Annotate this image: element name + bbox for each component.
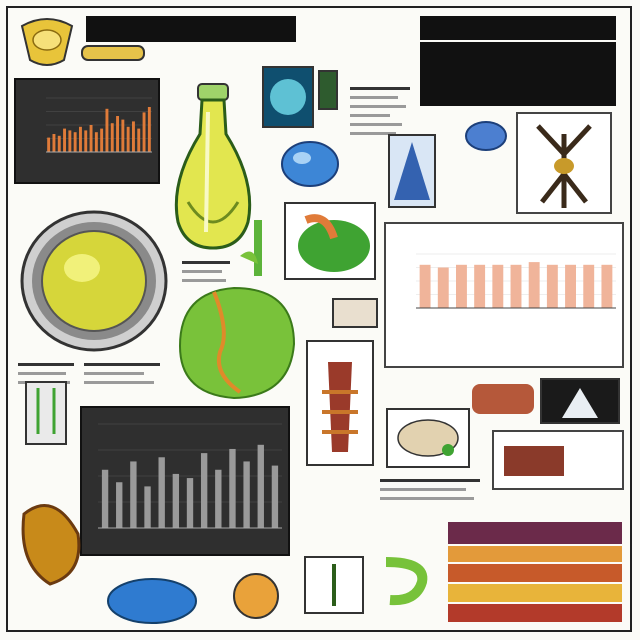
chart-right-panel: [384, 222, 624, 368]
bar: [137, 128, 141, 152]
bar: [215, 469, 222, 528]
bar: [474, 264, 486, 308]
bar: [147, 107, 151, 152]
lemon-slice-icon: [20, 18, 74, 66]
bar: [243, 461, 250, 528]
bar: [131, 121, 135, 152]
flask-icon: [174, 83, 252, 250]
bar: [142, 112, 146, 152]
leaf-icon: [178, 286, 296, 400]
chart-top-left-panel: [14, 78, 160, 184]
bar: [492, 264, 504, 308]
chart-top-left: [46, 97, 152, 153]
photo-striped-panel: [492, 430, 624, 490]
specimen-strip: [472, 384, 534, 414]
bar: [57, 135, 61, 152]
chart-bottom: [98, 423, 282, 529]
bar: [437, 267, 449, 308]
cell-sphere-icon: [281, 141, 339, 187]
bar: [229, 448, 236, 528]
bar: [271, 465, 279, 528]
bar: [419, 264, 431, 308]
bar: [565, 264, 576, 308]
photo-small-green: [318, 70, 338, 110]
bar: [121, 119, 125, 152]
bar: [116, 116, 120, 152]
bar: [100, 128, 104, 152]
bar: [47, 137, 51, 152]
text-snippet-middle: [182, 258, 232, 285]
bar: [101, 469, 109, 528]
tube-icon: [81, 45, 145, 61]
bar: [63, 128, 67, 152]
bar: [89, 125, 93, 152]
bar: [130, 461, 137, 528]
specimen-icon: [322, 362, 358, 452]
bar: [116, 482, 123, 528]
blue-specimen-icon: [107, 578, 197, 624]
chart-right: [416, 253, 616, 309]
text-column-right: [380, 476, 484, 503]
sprout-icon: [240, 220, 262, 276]
bar: [186, 478, 194, 528]
photo-cells: [262, 66, 314, 128]
bar: [158, 457, 165, 528]
bar: [200, 453, 208, 528]
bar: [546, 264, 558, 308]
bar: [84, 130, 88, 152]
bar: [528, 262, 540, 308]
bar: [78, 126, 82, 152]
top-left-banner: [86, 16, 296, 42]
photo-blue-specimen: [388, 134, 436, 208]
leaf-photo-panel: [284, 202, 376, 280]
photo-specimen-tan: [332, 298, 378, 328]
bar: [68, 130, 72, 152]
bar: [126, 126, 130, 152]
lens-icon: [20, 210, 168, 352]
collage-border: [6, 6, 632, 632]
flower-icon: [233, 573, 279, 619]
bar: [172, 473, 180, 528]
bar: [583, 264, 595, 308]
bar: [105, 108, 109, 152]
green-coil-icon: [385, 557, 428, 606]
plant-photo-panel: [304, 556, 364, 614]
photo-dark: [540, 378, 620, 424]
bar: [601, 264, 613, 308]
top-right-banner-small: [420, 16, 616, 40]
seed-icon: [21, 504, 81, 586]
jellyfish-icon: [465, 121, 507, 151]
microscope-icon: [25, 381, 67, 445]
text-column-top: [350, 84, 410, 138]
chart-bottom-panel: [80, 406, 290, 556]
leaf-cluster-icon: [298, 214, 370, 272]
bar: [110, 123, 114, 152]
bar: [257, 444, 264, 528]
bar: [94, 132, 98, 152]
bar: [510, 264, 522, 308]
bar: [73, 132, 77, 152]
bar: [144, 486, 151, 528]
root-illustration-panel: [516, 112, 612, 214]
bar: [52, 134, 56, 152]
book-stack-icon: [448, 522, 622, 622]
text-column-mid-left: [84, 360, 164, 387]
bar: [456, 264, 467, 308]
top-right-banner-large: [420, 42, 616, 106]
diagram-photo-panel: [386, 408, 470, 468]
root-icon: [536, 124, 592, 208]
specimen-photo-panel: [306, 340, 374, 466]
